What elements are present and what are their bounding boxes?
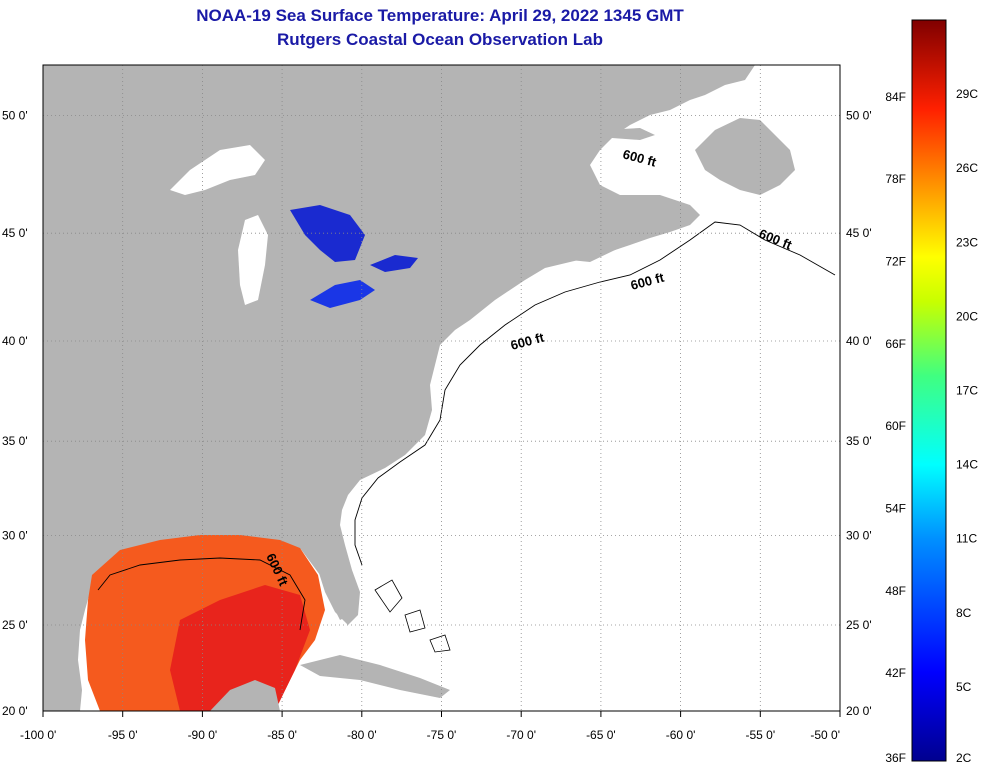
latitude-tick-label: 40 0' [846, 334, 872, 348]
land-cuba [300, 655, 450, 698]
depth-contour-600ft [97, 221, 836, 631]
land-anticosti [605, 128, 655, 140]
graticule [43, 65, 840, 711]
longitude-tick-label: -100 0' [20, 728, 56, 742]
latitude-tick-label: 20 0' [2, 704, 28, 718]
lake-michigan [238, 215, 268, 305]
colorbar-fahrenheit-label: 48F [885, 584, 906, 598]
lake-erie-sst [310, 280, 375, 308]
colorbar-fahrenheit-label: 84F [885, 90, 906, 104]
longitude-tick-label: -95 0' [108, 728, 138, 742]
colorbar-celsius-label: 11C [956, 532, 977, 546]
lake-ontario-sst [370, 255, 418, 272]
longitude-tick-label: -85 0' [267, 728, 297, 742]
land-nova-scotia [570, 222, 655, 262]
latitude-tick-label: 20 0' [846, 704, 872, 718]
colorbar-fahrenheit-label: 54F [885, 502, 906, 516]
colorbar-celsius-label: 26C [956, 161, 978, 175]
colorbar-celsius-label: 5C [956, 680, 972, 694]
colorbar-fahrenheit-label: 36F [885, 751, 906, 765]
longitude-axis: -100 0' -95 0' -90 0' -85 0' -80 0' -75 0' -70… [20, 711, 841, 742]
colorbar-fahrenheit-label: 72F [885, 255, 906, 269]
latitude-tick-label: 35 0' [846, 434, 872, 448]
bahamas [374, 579, 451, 653]
colorbar-celsius-label: 14C [956, 458, 978, 472]
land-florida [300, 545, 352, 620]
colorbar-celsius-label: 8C [956, 606, 972, 620]
map-subtitle: Rutgers Coastal Ocean Observation Lab [277, 30, 603, 49]
colorbar-celsius-label: 2C [956, 751, 972, 765]
longitude-tick-label: -90 0' [188, 728, 218, 742]
colorbar-fahrenheit-label: 42F [885, 666, 906, 680]
latitude-tick-label: 25 0' [846, 618, 872, 632]
colorbar [911, 19, 947, 762]
colorbar-celsius-label: 20C [956, 309, 978, 323]
latitude-tick-label: 45 0' [846, 226, 872, 240]
longitude-tick-label: -70 0' [506, 728, 536, 742]
land-newfoundland [695, 118, 795, 195]
latitude-tick-label: 40 0' [2, 334, 28, 348]
latitude-tick-label: 50 0' [846, 108, 872, 122]
longitude-tick-label: -60 0' [666, 728, 696, 742]
longitude-tick-label: -65 0' [586, 728, 616, 742]
gulf-sst-warm [170, 585, 310, 711]
longitude-tick-label: -75 0' [427, 728, 457, 742]
latitude-tick-label: 50 0' [2, 108, 28, 122]
land-north-america [43, 65, 755, 711]
colorbar-celsius-label: 23C [956, 235, 978, 249]
latitude-tick-label: 35 0' [2, 434, 28, 448]
colorbar-fahrenheit-label: 66F [885, 337, 906, 351]
colorbar-celsius-label: 29C [956, 87, 978, 101]
latitude-tick-label: 25 0' [2, 618, 28, 632]
colorbar-fahrenheit-label: 78F [885, 172, 906, 186]
colorbar-fahrenheit-label: 60F [885, 419, 906, 433]
latitude-tick-label: 30 0' [2, 528, 28, 542]
latitude-tick-label: 30 0' [846, 528, 872, 542]
latitude-axis: 20 0' 20 0' 25 0' 25 0' 30 0' 30 0' 35 0' 35 0'… [2, 108, 872, 718]
yucatan [210, 680, 280, 711]
map-title: NOAA-19 Sea Surface Temperature: April 2… [196, 6, 684, 25]
colorbar-fahrenheit-labels: 84F 78F 72F 66F 60F 54F 48F 42F 36F [885, 90, 906, 765]
colorbar-celsius-label: 17C [956, 384, 978, 398]
colorbar-celsius-labels: 29C 26C 23C 20C 17C 14C 11C 8C 5C 2C [956, 87, 978, 765]
longitude-tick-label: -50 0' [810, 728, 840, 742]
latitude-tick-label: 45 0' [2, 226, 28, 240]
longitude-tick-label: -55 0' [745, 728, 775, 742]
longitude-tick-label: -80 0' [347, 728, 377, 742]
lake-superior [170, 145, 265, 195]
